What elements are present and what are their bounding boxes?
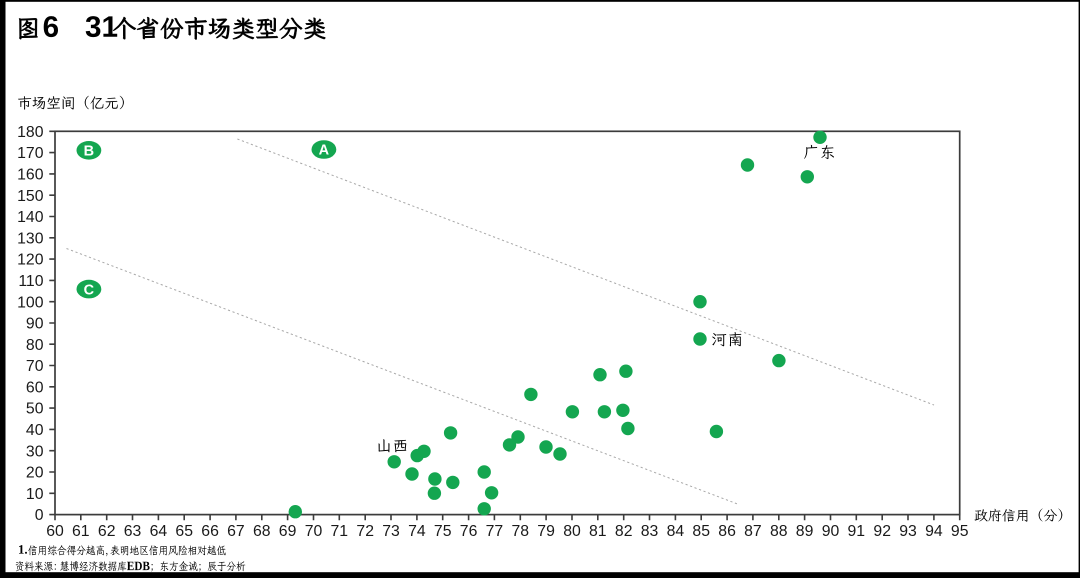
svg-text:84: 84 <box>667 523 685 540</box>
svg-text:73: 73 <box>382 523 400 540</box>
svg-text:85: 85 <box>692 523 710 540</box>
svg-text:65: 65 <box>175 523 193 540</box>
svg-text:76: 76 <box>460 523 478 540</box>
svg-text:180: 180 <box>17 124 44 141</box>
svg-text:64: 64 <box>150 523 168 540</box>
svg-text:90: 90 <box>26 316 44 333</box>
svg-text:86: 86 <box>718 523 736 540</box>
svg-text:78: 78 <box>512 523 530 540</box>
svg-text:92: 92 <box>873 523 891 540</box>
svg-text:66: 66 <box>201 523 219 540</box>
svg-text:160: 160 <box>17 167 44 184</box>
svg-text:63: 63 <box>124 523 142 540</box>
svg-text:71: 71 <box>331 523 349 540</box>
svg-text:150: 150 <box>17 188 44 205</box>
svg-text:100: 100 <box>17 294 44 311</box>
svg-text:75: 75 <box>434 523 452 540</box>
svg-text:61: 61 <box>72 523 90 540</box>
svg-text:94: 94 <box>925 523 943 540</box>
svg-text:70: 70 <box>26 358 44 375</box>
svg-text:80: 80 <box>563 523 581 540</box>
svg-text:72: 72 <box>356 523 374 540</box>
svg-text:A: A <box>319 143 330 159</box>
svg-text:140: 140 <box>17 209 44 226</box>
svg-text:120: 120 <box>17 252 44 269</box>
svg-text:90: 90 <box>822 523 840 540</box>
svg-text:20: 20 <box>26 465 44 482</box>
svg-text:88: 88 <box>770 523 788 540</box>
svg-text:40: 40 <box>26 422 44 439</box>
svg-text:50: 50 <box>26 401 44 418</box>
svg-text:93: 93 <box>899 523 917 540</box>
svg-text:62: 62 <box>98 523 116 540</box>
svg-text:70: 70 <box>305 523 323 540</box>
svg-text:C: C <box>84 282 95 298</box>
svg-text:81: 81 <box>589 523 607 540</box>
svg-text:69: 69 <box>279 523 297 540</box>
svg-text:170: 170 <box>17 145 44 162</box>
svg-text:74: 74 <box>408 523 426 540</box>
svg-text:83: 83 <box>641 523 659 540</box>
svg-text:68: 68 <box>253 523 271 540</box>
svg-text:30: 30 <box>26 443 44 460</box>
svg-text:82: 82 <box>615 523 633 540</box>
svg-text:89: 89 <box>796 523 814 540</box>
svg-text:87: 87 <box>744 523 762 540</box>
svg-text:95: 95 <box>951 523 969 540</box>
svg-text:67: 67 <box>227 523 245 540</box>
svg-text:110: 110 <box>18 273 43 290</box>
svg-text:91: 91 <box>848 523 866 540</box>
svg-text:B: B <box>84 144 94 160</box>
svg-text:77: 77 <box>486 523 504 540</box>
svg-text:0: 0 <box>35 507 44 524</box>
svg-text:79: 79 <box>537 523 555 540</box>
svg-text:130: 130 <box>17 230 44 247</box>
svg-text:80: 80 <box>26 337 44 354</box>
svg-text:60: 60 <box>46 523 64 540</box>
svg-text:60: 60 <box>26 379 44 396</box>
svg-text:10: 10 <box>26 486 44 503</box>
